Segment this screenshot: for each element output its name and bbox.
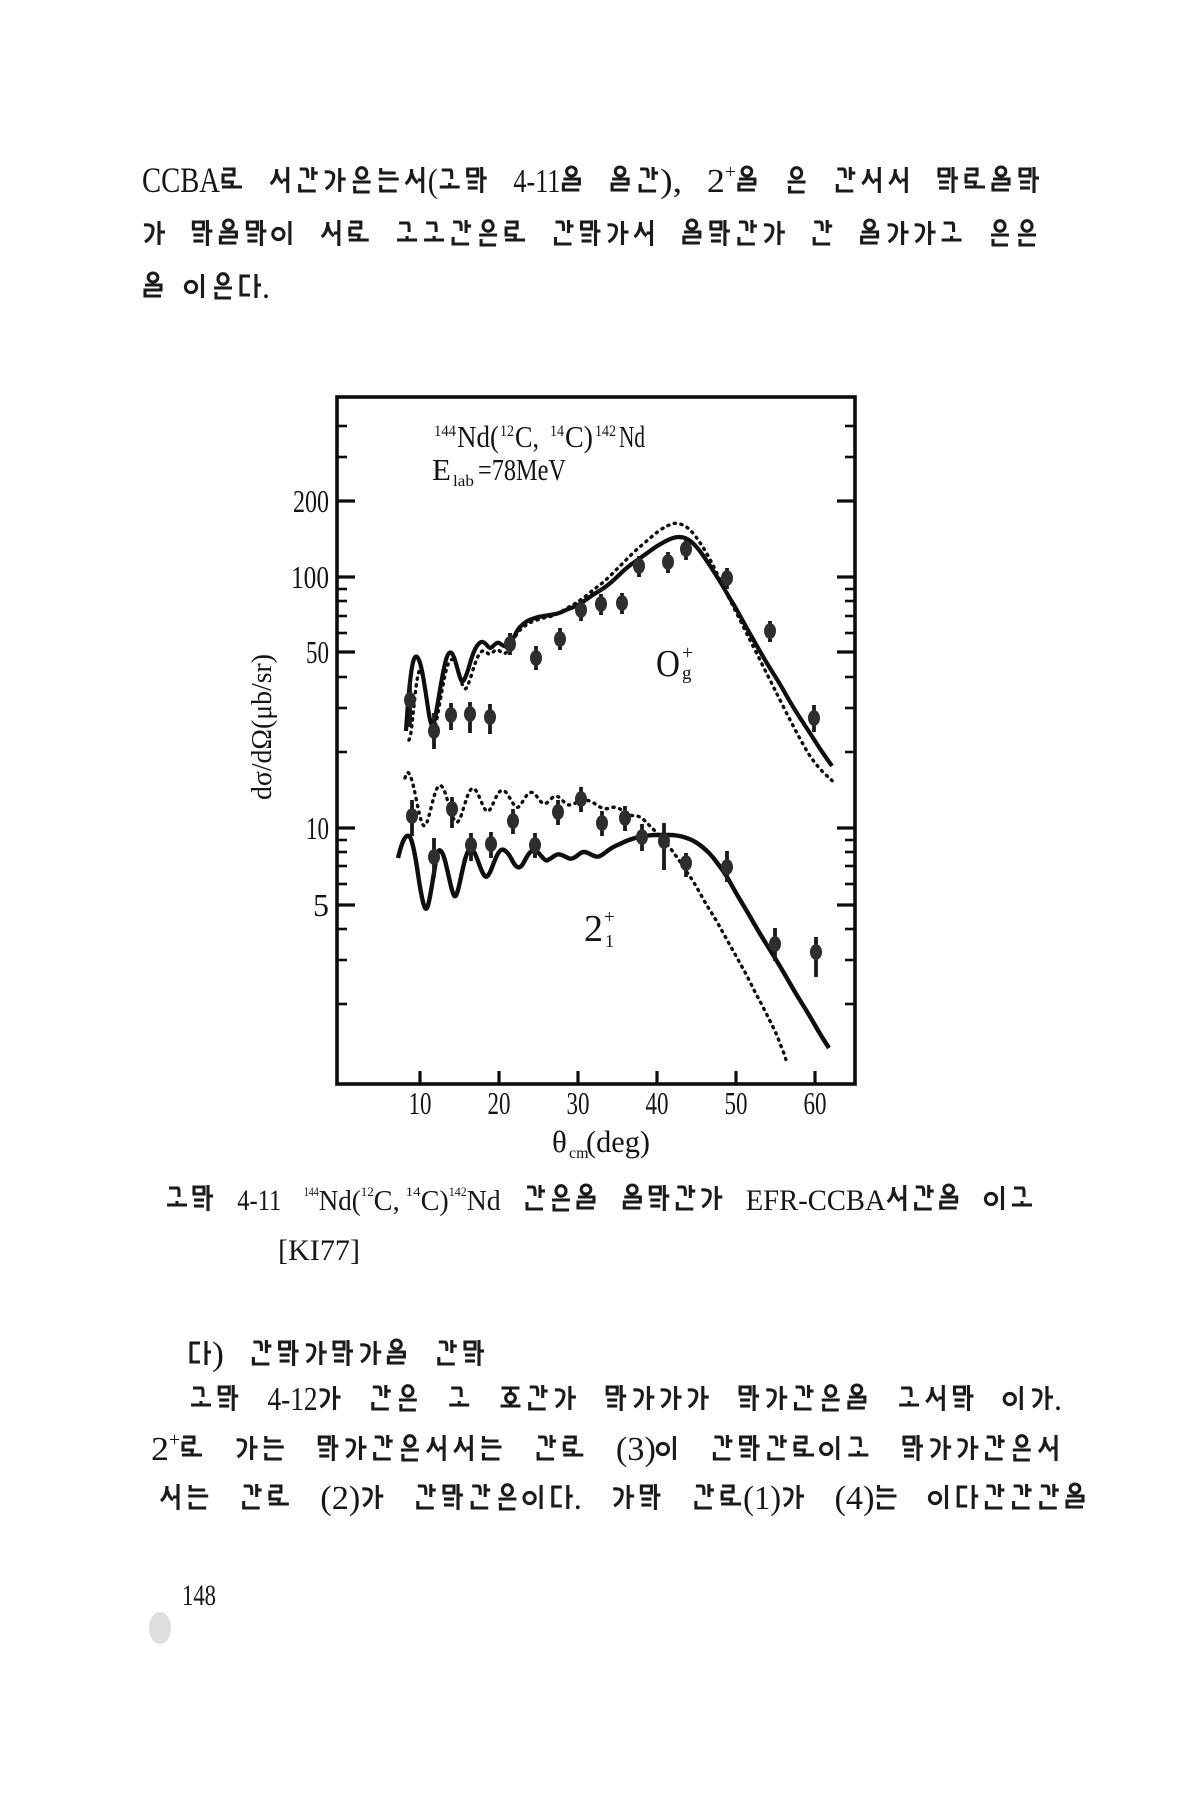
svg-text:4-12: 4-12 — [268, 1381, 318, 1418]
svg-text:1: 1 — [605, 931, 614, 951]
svg-text:(deg): (deg) — [586, 1124, 650, 1159]
svg-text:4-11: 4-11 — [513, 163, 560, 200]
svg-text:148: 148 — [182, 1579, 216, 1612]
svg-text:(: ( — [428, 163, 438, 200]
svg-text:20: 20 — [488, 1085, 511, 1121]
svg-text:g: g — [682, 663, 692, 684]
svg-text:142: 142 — [595, 423, 616, 440]
svg-text:10: 10 — [409, 1085, 432, 1121]
svg-text:),: ), — [660, 163, 682, 200]
svg-text:2: 2 — [584, 908, 603, 950]
svg-text:50: 50 — [306, 634, 329, 670]
svg-text:EFR-CCBA: EFR-CCBA — [746, 1184, 886, 1217]
svg-text:2: 2 — [707, 163, 725, 200]
svg-text:100: 100 — [291, 559, 329, 595]
svg-text:E: E — [432, 452, 451, 487]
svg-text:Nd(: Nd( — [319, 1186, 361, 1217]
svg-text:+: + — [682, 642, 693, 664]
svg-text:14: 14 — [406, 1184, 422, 1199]
svg-text:142: 142 — [449, 1184, 467, 1199]
svg-text:30: 30 — [567, 1085, 590, 1121]
svg-text:+: + — [725, 161, 736, 183]
svg-text:C,: C, — [515, 419, 539, 454]
svg-text:12: 12 — [500, 423, 514, 440]
svg-text:10: 10 — [306, 810, 329, 846]
svg-text:cm: cm — [569, 1145, 589, 1162]
svg-text:.: . — [262, 269, 270, 306]
svg-text:(2): (2) — [320, 1480, 360, 1517]
svg-text:+: + — [604, 907, 615, 928]
svg-text:4-11: 4-11 — [237, 1184, 281, 1217]
svg-text:Nd: Nd — [619, 419, 645, 454]
svg-text:C): C) — [565, 419, 593, 454]
svg-text:2: 2 — [151, 1431, 169, 1468]
svg-text:60: 60 — [804, 1085, 827, 1121]
svg-text:.: . — [1054, 1381, 1062, 1418]
svg-text:144: 144 — [434, 423, 456, 440]
svg-text:14: 14 — [550, 423, 564, 440]
svg-text:CCBA: CCBA — [142, 160, 220, 200]
svg-text:O: O — [656, 643, 680, 685]
svg-text:50: 50 — [725, 1085, 748, 1121]
svg-text:dσ/dΩ(μb/sr): dσ/dΩ(μb/sr) — [247, 654, 278, 800]
svg-text:12: 12 — [361, 1184, 374, 1199]
svg-text:(1): (1) — [743, 1480, 781, 1517]
svg-text:+: + — [169, 1429, 180, 1451]
svg-text:=78MeV: =78MeV — [478, 452, 566, 487]
svg-text:θ: θ — [552, 1124, 567, 1159]
svg-text:C,: C, — [374, 1186, 400, 1217]
svg-text:Nd(: Nd( — [457, 419, 499, 454]
svg-text:.: . — [574, 1480, 582, 1517]
svg-text:): ) — [212, 1336, 224, 1373]
svg-text:[KI77]: [KI77] — [278, 1234, 360, 1267]
svg-text:(4): (4) — [835, 1480, 875, 1517]
svg-text:lab: lab — [453, 473, 474, 490]
svg-text:200: 200 — [293, 483, 329, 519]
svg-text:5: 5 — [313, 887, 329, 923]
svg-text:40: 40 — [646, 1085, 669, 1121]
svg-text:C): C) — [421, 1186, 449, 1217]
svg-text:(3): (3) — [616, 1431, 656, 1468]
svg-text:Nd: Nd — [467, 1186, 501, 1217]
svg-text:144: 144 — [304, 1184, 319, 1199]
